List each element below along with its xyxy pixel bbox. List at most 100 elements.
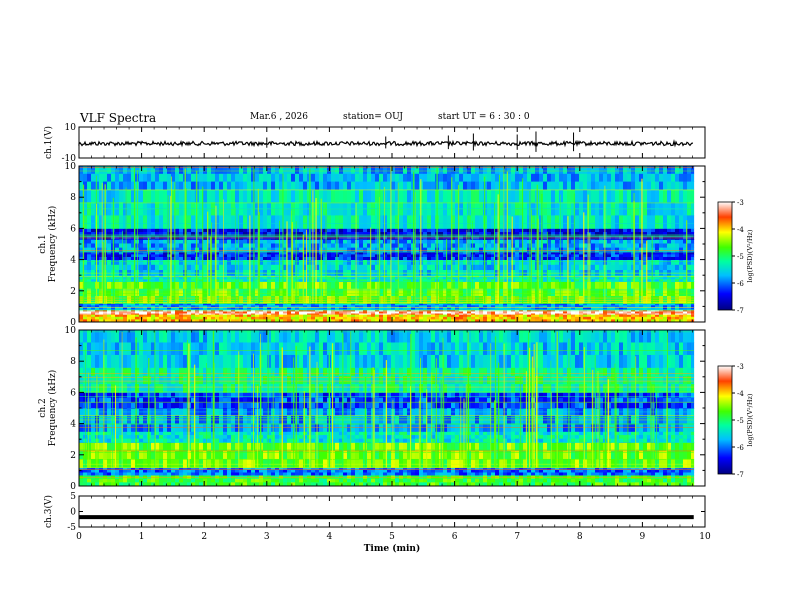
spectrogram-cell [219,243,224,249]
spectrogram-cell [215,316,220,320]
spectrogram-cell [323,264,328,271]
spectrogram-cell [603,314,608,318]
spectrogram-cell [415,247,420,253]
spectrogram-cell [203,264,208,271]
spectrogram-cell [367,257,372,260]
spectrogram-cell [187,314,192,318]
spectrogram-cell [587,316,592,320]
spectrogram-cell [251,257,256,260]
spectrogram-cell [523,314,528,318]
spectrogram-cell [267,257,272,260]
spectrogram-cell [451,239,456,244]
spectrogram-cell [507,319,512,323]
spectrogram-cell [295,314,300,318]
spectrogram-cell [347,264,352,271]
spectrogram-cell [539,296,544,304]
spectrogram-cell [99,296,104,304]
spectrogram-cell [299,277,304,280]
spectrogram-cell [199,259,204,266]
spectrogram-cell [359,277,364,280]
spectrogram-cell [559,314,564,318]
spectrogram-cell [103,316,108,320]
spectrogram-cell [479,305,484,308]
spectrogram-cell [375,264,380,271]
spectrogram-cell [171,296,176,304]
spectrogram-cell [523,232,528,237]
spectrogram-cell [151,275,156,278]
spectrogram-cell [447,316,452,320]
spectrogram-cell [615,288,620,297]
spectrogram-cell [607,254,612,258]
spectrogram-cell [223,311,228,314]
spectrogram-cell [231,307,236,310]
spectrogram-cell [403,316,408,320]
spectrogram-cell [79,277,84,280]
spectrogram-cell [259,264,264,271]
spectrogram-cell [627,264,632,271]
spectrogram-cell [227,305,232,308]
spectrogram-cell [395,257,400,260]
spectrogram-cell [635,313,640,315]
spectrogram-cell [543,314,548,318]
spectrogram-cell [219,279,224,282]
spectrogram-cell [99,281,104,290]
spectrogram-cell [143,275,148,278]
spectrogram-cell [331,247,336,253]
spectrogram-cell [259,251,264,255]
spectrogram-cell [543,228,548,233]
spectrogram-cell [631,232,636,237]
spectrogram-cell [299,313,304,315]
spectrogram-cell [631,311,636,314]
spectrogram-cell [579,316,584,320]
spectrogram-cell [207,311,212,314]
spectrogram-cell [315,296,320,304]
spectrogram-cell [499,316,504,320]
spectrogram-cell [291,319,296,323]
spectrogram-cell [223,277,228,280]
spectrogram-cell [291,281,296,290]
spectrogram-cell [631,314,636,318]
spectrogram-cell [219,288,224,297]
spectrogram-cell [99,232,104,237]
spectrogram-cell [615,247,620,253]
spectrogram-cell [351,281,356,290]
spectrogram-cell [387,279,392,282]
spectrogram-cell [499,313,504,315]
spectrogram-cell [375,307,380,310]
spectrogram-cell [159,288,164,297]
spectrogram-cell [143,279,148,282]
spectrogram-cell [235,313,240,315]
spectrogram-cell [663,279,668,282]
spectrogram-cell [567,296,572,304]
spectrogram-cell [539,239,544,244]
spectrogram-cell [459,305,464,308]
spectrogram-cell [491,232,496,237]
spectrogram-cell [191,305,196,308]
spectrogram-cell [611,259,616,266]
spectrogram-cell [451,264,456,271]
spectrogram-cell [647,303,652,306]
spectrogram-cell [99,251,104,255]
spectrogram-cell [355,314,360,318]
spectrogram-cell [263,277,268,280]
spectrogram-cell [439,279,444,282]
spectrogram-cell [615,239,620,244]
spectrogram-cell [455,281,460,290]
spectrogram-cell [439,247,444,253]
spectrogram-cell [543,316,548,320]
spectrogram-cell [159,279,164,282]
spectrogram-cell [95,275,100,278]
spectrogram-cell [319,316,324,320]
spectrogram-cell [295,281,300,290]
spectrogram-cell [463,303,468,306]
spectrogram-cell [507,277,512,280]
spectrogram-cell [475,303,480,306]
spectrogram-cell [179,311,184,314]
spectrogram-cell [675,247,680,253]
spectrogram-cell [567,319,572,323]
spectrogram-cell [299,307,304,310]
spectrogram-cell [339,313,344,315]
spectrogram-cell [523,319,528,323]
spectrogram-cell [203,288,208,297]
spectrogram-cell [111,305,116,308]
